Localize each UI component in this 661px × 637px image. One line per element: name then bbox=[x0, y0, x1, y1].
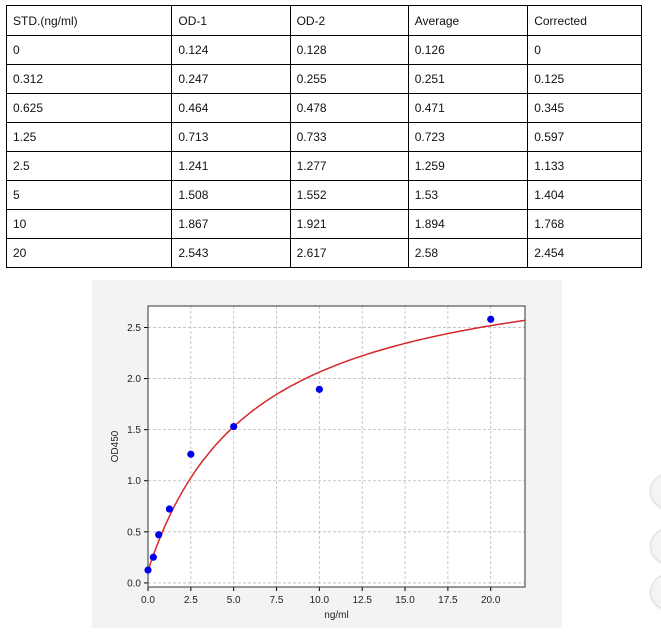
table-cell: 1.508 bbox=[171, 180, 291, 210]
table-cell: 1.768 bbox=[527, 209, 642, 239]
table-cell: 2.454 bbox=[527, 238, 642, 268]
table-cell: 1.894 bbox=[407, 209, 529, 239]
side-button[interactable] bbox=[650, 573, 661, 611]
data-point bbox=[144, 566, 152, 574]
table-cell: OD-2 bbox=[289, 5, 409, 36]
x-tick-label: 7.5 bbox=[270, 595, 284, 606]
table-cell: 1.25 bbox=[5, 122, 173, 152]
table-cell: 20 bbox=[5, 238, 173, 268]
table-cell: 1.53 bbox=[407, 180, 529, 210]
x-tick-label: 10.0 bbox=[310, 595, 330, 606]
table-cell: Average bbox=[407, 5, 529, 36]
table-cell: 0.312 bbox=[5, 64, 173, 94]
table-cell: 0.625 bbox=[5, 93, 173, 123]
table-cell: 1.552 bbox=[289, 180, 409, 210]
table-cell: 0.125 bbox=[527, 64, 642, 94]
table-cell: 1.867 bbox=[171, 209, 291, 239]
data-point bbox=[315, 385, 323, 393]
data-point bbox=[165, 505, 174, 513]
x-axis-label: ng/ml bbox=[324, 610, 348, 621]
plot-frame bbox=[147, 305, 526, 588]
table-cell: 0.478 bbox=[289, 93, 409, 123]
y-tick-label: 1.0 bbox=[127, 476, 141, 487]
table-row: 0.625 0.464 0.478 0.471 0.345 bbox=[5, 93, 642, 123]
standard-curve-table: STD.(ng/ml) OD-1 OD-2 Average Corrected 0 0.12… bbox=[5, 5, 642, 268]
table-cell: 2.58 bbox=[407, 238, 529, 268]
table-cell: 0.464 bbox=[171, 93, 291, 123]
table-cell: OD-1 bbox=[171, 5, 291, 36]
table-cell: 0.126 bbox=[407, 35, 529, 65]
y-tick-label: 1.5 bbox=[127, 425, 141, 436]
table-row: 1.25 0.713 0.733 0.723 0.597 bbox=[5, 122, 642, 152]
table-cell: STD.(ng/ml) bbox=[5, 5, 173, 36]
table-cell: 0.345 bbox=[527, 93, 642, 123]
table-cell: 5 bbox=[5, 180, 173, 210]
data-point bbox=[230, 422, 238, 431]
side-button[interactable] bbox=[650, 527, 661, 565]
table-cell: Corrected bbox=[527, 5, 642, 36]
y-tick-label: 2.5 bbox=[127, 323, 141, 334]
table-cell: 2.5 bbox=[5, 151, 173, 181]
side-button[interactable] bbox=[650, 472, 661, 510]
x-tick-label: 2.5 bbox=[184, 595, 198, 606]
x-tick-label: 0.0 bbox=[141, 595, 155, 606]
fit-curve bbox=[147, 319, 526, 571]
table-cell: 1.277 bbox=[289, 151, 409, 181]
y-tick-label: 2.0 bbox=[127, 374, 141, 385]
table-cell: 0.471 bbox=[407, 93, 529, 123]
table-cell: 0.251 bbox=[407, 64, 529, 94]
table-cell: 0.124 bbox=[171, 35, 291, 65]
table-cell: 10 bbox=[5, 209, 173, 239]
table-cell: 2.543 bbox=[171, 238, 291, 268]
table-cell: 1.921 bbox=[289, 209, 409, 239]
table-cell: 0.128 bbox=[289, 35, 409, 65]
data-point bbox=[187, 450, 195, 458]
table-cell: 0.247 bbox=[171, 64, 291, 94]
y-tick-label: 0.5 bbox=[127, 527, 141, 538]
table-cell: 2.617 bbox=[289, 238, 409, 268]
plot-area bbox=[148, 306, 525, 587]
table-header-row: STD.(ng/ml) OD-1 OD-2 Average Corrected bbox=[5, 5, 642, 36]
standard-curve-chart: 0.0 2.5 5.0 7.5 10.0 12.5 15.0 17.5 20.0 0.0 0.5 1.… bbox=[110, 305, 526, 621]
table-cell: 0 bbox=[527, 35, 642, 65]
data-point bbox=[149, 553, 157, 561]
chart-panel: 0.0 2.5 5.0 7.5 10.0 12.5 15.0 17.5 20.0 0.0 0.5 1.… bbox=[92, 280, 562, 628]
x-tick-label: 20.0 bbox=[481, 595, 501, 606]
y-axis-label: OD450 bbox=[110, 430, 121, 462]
table-row: 20 2.543 2.617 2.58 2.454 bbox=[5, 238, 642, 268]
table-cell: 0.733 bbox=[289, 122, 409, 152]
table-cell: 0 bbox=[5, 35, 173, 65]
table-cell: 0.255 bbox=[289, 64, 409, 94]
table-cell: 0.723 bbox=[407, 122, 529, 152]
table-row: 0 0.124 0.128 0.126 0 bbox=[5, 35, 642, 65]
table-cell: 1.259 bbox=[407, 151, 529, 181]
x-tick-label: 5.0 bbox=[227, 595, 241, 606]
y-tick-label: 0.0 bbox=[127, 578, 141, 589]
table-cell: 1.133 bbox=[527, 151, 642, 181]
table-cell: 0.597 bbox=[527, 122, 642, 152]
table-row: 10 1.867 1.921 1.894 1.768 bbox=[5, 209, 642, 239]
x-tick-label: 12.5 bbox=[352, 595, 372, 606]
table-row: 5 1.508 1.552 1.53 1.404 bbox=[5, 180, 642, 210]
x-tick-label: 15.0 bbox=[395, 595, 415, 606]
table-row: 2.5 1.241 1.277 1.259 1.133 bbox=[5, 151, 642, 181]
data-point bbox=[155, 531, 163, 539]
table-cell: 1.404 bbox=[527, 180, 642, 210]
table-row: 0.312 0.247 0.255 0.251 0.125 bbox=[5, 64, 642, 94]
x-tick-label: 17.5 bbox=[438, 595, 458, 606]
data-point bbox=[487, 315, 495, 323]
table-cell: 1.241 bbox=[171, 151, 291, 181]
table-cell: 0.713 bbox=[171, 122, 291, 152]
